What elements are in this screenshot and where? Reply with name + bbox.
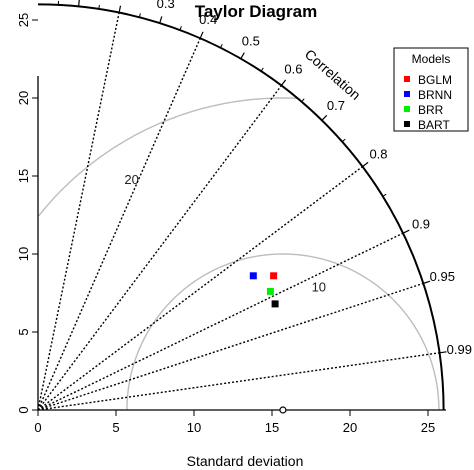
correlation-label-0.4: 0.4 — [199, 12, 217, 27]
y-tick-label-15: 15 — [16, 169, 31, 183]
correlation-tick-0.1 — [78, 0, 80, 7]
correlation-minor-tick — [220, 43, 223, 49]
correlation-label-0.99: 0.99 — [447, 342, 472, 357]
correlation-tick-0.4 — [199, 31, 204, 39]
correlation-label-0.8: 0.8 — [369, 147, 387, 162]
legend-swatch-bart — [404, 121, 410, 127]
rms-label-20: 20 — [124, 172, 138, 187]
correlation-ticks: 0.10.20.30.40.50.60.70.80.90.950.99 — [57, 0, 472, 357]
x-tick-label-5: 5 — [112, 420, 119, 435]
correlation-minor-tick — [179, 26, 182, 31]
correlation-label-0.95: 0.95 — [430, 269, 455, 284]
y-tick-label-25: 25 — [16, 13, 31, 27]
correlation-tick-0.7 — [321, 114, 328, 121]
legend-swatch-brnn — [404, 91, 410, 97]
legend-label-bglm: BGLM — [418, 73, 452, 87]
point-brr — [266, 287, 274, 295]
legend-swatch-brr — [404, 106, 410, 112]
reference-point — [279, 406, 287, 414]
legend-label-bart: BART — [418, 118, 450, 132]
correlation-label-0.3: 0.3 — [157, 0, 175, 11]
correlation-rays — [37, 12, 440, 411]
correlation-ray-0.6 — [37, 85, 282, 411]
x-tick-label-0: 0 — [34, 420, 41, 435]
correlation-minor-tick — [260, 67, 264, 72]
rms-contours: 10 20 — [38, 97, 440, 410]
correlation-tick-0.5 — [240, 52, 245, 60]
correlation-ray-0.99 — [37, 352, 440, 411]
correlation-tick-0.3 — [159, 16, 163, 24]
reference-marker — [279, 406, 287, 414]
correlation-ray-0.2 — [37, 12, 120, 411]
correlation-ray-0.9 — [37, 232, 404, 411]
correlation-axis-label: Correlation — [302, 46, 364, 103]
y-tick-label-0: 0 — [16, 406, 31, 413]
rms-contour-10 — [126, 253, 440, 410]
legend-title: Models — [412, 52, 451, 66]
correlation-minor-tick — [301, 98, 305, 103]
outer-arc — [37, 3, 445, 411]
y-tick-label-20: 20 — [16, 91, 31, 105]
correlation-ray-0.95 — [37, 282, 424, 411]
y-ticks: 0 5 10 15 20 25 — [16, 13, 38, 414]
correlation-tick-0.2 — [118, 5, 122, 13]
correlation-minor-tick — [382, 193, 387, 197]
correlation-tick-0.8 — [362, 161, 369, 168]
point-brnn — [249, 272, 257, 280]
x-tick-label-20: 20 — [343, 420, 357, 435]
correlation-tick-0.99 — [439, 351, 447, 354]
legend-label-brnn: BRNN — [418, 88, 452, 102]
rms-label-10: 10 — [312, 279, 326, 294]
correlation-label-0.7: 0.7 — [327, 98, 345, 113]
correlation-label-0.9: 0.9 — [412, 217, 430, 232]
correlation-minor-tick — [423, 281, 428, 284]
point-bart — [271, 300, 279, 308]
correlation-label-0.6: 0.6 — [284, 62, 302, 77]
axes — [37, 76, 446, 411]
x-tick-label-10: 10 — [187, 420, 201, 435]
y-tick-label-5: 5 — [16, 328, 31, 335]
correlation-tick-0.6 — [280, 79, 287, 86]
legend-label-brr: BRR — [418, 103, 444, 117]
correlation-minor-tick — [138, 13, 141, 18]
x-axis-label: Standard deviation — [187, 453, 304, 469]
x-tick-label-25: 25 — [421, 420, 435, 435]
x-tick-label-15: 15 — [265, 420, 279, 435]
point-bglm — [270, 272, 278, 280]
correlation-label-0.5: 0.5 — [242, 33, 260, 48]
correlation-minor-tick — [98, 4, 100, 10]
correlation-minor-tick — [341, 138, 346, 143]
legend-box — [393, 47, 469, 132]
chart-title: Taylor Diagram — [195, 2, 318, 21]
data-points — [249, 272, 279, 308]
correlation-tick-0.9 — [402, 229, 410, 234]
legend-swatch-bglm — [404, 76, 410, 82]
y-tick-label-10: 10 — [16, 247, 31, 261]
x-ticks: 0 5 10 15 20 25 — [34, 410, 435, 435]
correlation-ray-0.4 — [37, 38, 201, 411]
rms-contour-20 — [38, 97, 297, 217]
